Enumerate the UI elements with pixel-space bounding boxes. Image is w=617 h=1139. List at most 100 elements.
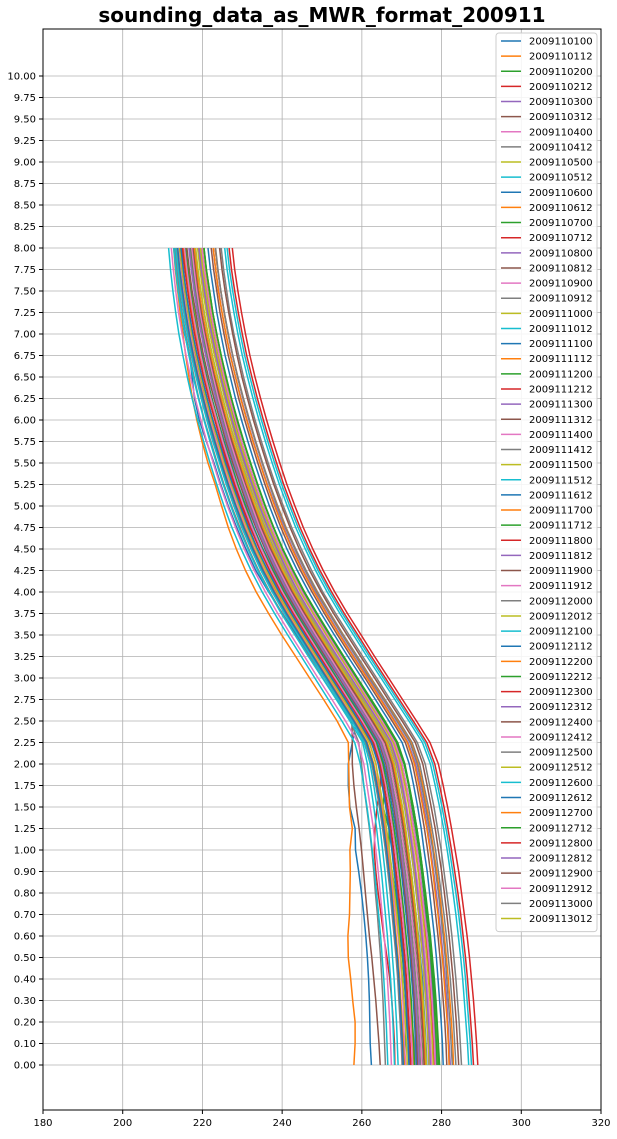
series-line-2009112612: [176, 247, 405, 1066]
series-line-2009112700: [212, 247, 450, 1066]
legend-label: 2009111900: [529, 566, 593, 577]
y-tick-label: 0.00: [14, 1061, 36, 1072]
series-line-2009111412: [188, 247, 422, 1066]
legend-label: 2009112000: [529, 596, 593, 607]
x-tick-label: 300: [512, 1118, 531, 1129]
legend-label: 2009110712: [529, 233, 593, 244]
legend-label: 2009111400: [529, 430, 593, 441]
legend-label: 2009110312: [529, 112, 593, 123]
y-tick-label: 6.50: [14, 373, 36, 384]
legend-label: 2009111500: [529, 460, 593, 471]
series-line-2009112300: [231, 247, 479, 1066]
legend-label: 2009111200: [529, 369, 593, 380]
legend-label: 2009110212: [529, 82, 593, 93]
legend-label: 2009110412: [529, 142, 593, 153]
y-tick-label: 2.50: [14, 717, 36, 728]
legend-label: 2009112700: [529, 808, 593, 819]
y-tick-label: 9.75: [14, 93, 36, 104]
y-tick-label: 10.00: [7, 72, 36, 83]
y-tick-label: 6.25: [14, 394, 36, 405]
series-line-2009111900: [192, 247, 425, 1066]
series-line-2009112900: [218, 247, 460, 1066]
series-line-2009112912: [190, 247, 423, 1066]
legend-label: 2009112012: [529, 611, 593, 622]
series-line-2009111512: [167, 247, 389, 1066]
legend-label: 2009112912: [529, 884, 593, 895]
series-lines: [167, 247, 479, 1066]
legend-label: 2009111412: [529, 445, 593, 456]
legend-label: 2009110112: [529, 52, 593, 63]
series-line-2009112500: [220, 247, 463, 1066]
series-line-2009111612: [180, 247, 410, 1066]
legend-label: 2009111112: [529, 354, 593, 365]
series-line-2009111912: [183, 247, 414, 1066]
series-line-2009111212: [181, 247, 412, 1066]
series-line-2009113012: [194, 247, 428, 1066]
legend-label: 2009111800: [529, 536, 593, 547]
legend-label: 2009112612: [529, 793, 593, 804]
y-tick-label: 0.40: [14, 975, 36, 986]
legend-label: 2009112100: [529, 627, 593, 638]
y-tick-label: 9.50: [14, 115, 36, 126]
legend-label: 2009110612: [529, 203, 593, 214]
y-tick-label: 6.75: [14, 351, 36, 362]
y-tick-label: 5.00: [14, 502, 36, 513]
y-tick-label: 0.60: [14, 932, 36, 943]
series-line-2009112112: [207, 247, 444, 1066]
series-line-2009111700: [193, 247, 427, 1066]
legend-label: 2009112500: [529, 748, 593, 759]
series-line-2009112412: [201, 247, 436, 1066]
legend-label: 2009112312: [529, 702, 593, 713]
y-tick-label: 0.80: [14, 889, 36, 900]
y-tick-label: 9.00: [14, 158, 36, 169]
legend-label: 2009112400: [529, 717, 593, 728]
y-tick-label: 0.20: [14, 1018, 36, 1029]
legend-label: 2009112112: [529, 642, 593, 653]
series-line-2009110512: [172, 247, 396, 1066]
legend-label: 2009110300: [529, 97, 593, 108]
series-line-2009111000: [178, 247, 409, 1066]
legend-label: 2009110100: [529, 37, 593, 48]
legend-label: 2009112800: [529, 838, 593, 849]
series-line-2009111812: [188, 247, 420, 1066]
y-axis-ticks: 0.00 0.10 0.20 0.30 0.40 0.50 0.60 0.70 0.80 0.90…: [7, 72, 43, 1072]
y-tick-label: 7.00: [14, 330, 36, 341]
y-tick-label: 6.00: [14, 416, 36, 427]
series-line-2009112400: [210, 247, 448, 1066]
y-tick-label: 0.10: [14, 1039, 36, 1050]
x-tick-label: 180: [33, 1118, 52, 1129]
y-tick-label: 2.25: [14, 738, 36, 749]
y-tick-label: 3.75: [14, 609, 36, 620]
y-tick-label: 1.75: [14, 781, 36, 792]
chart-title: sounding_data_as_MWR_format_200911: [98, 3, 545, 27]
legend-label: 2009110900: [529, 279, 593, 290]
y-tick-label: 2.00: [14, 760, 36, 771]
y-tick-label: 5.50: [14, 459, 36, 470]
legend-label: 2009110800: [529, 248, 593, 259]
y-tick-label: 1.25: [14, 824, 36, 835]
series-line-2009110900: [170, 247, 393, 1066]
legend-label: 2009110912: [529, 294, 593, 305]
legend-label: 2009111000: [529, 309, 593, 320]
series-line-2009112812: [198, 247, 432, 1066]
legend-label: 2009112900: [529, 869, 593, 880]
legend-label: 2009111712: [529, 521, 593, 532]
legend-label: 2009110812: [529, 263, 593, 274]
series-line-2009111712: [184, 247, 416, 1066]
y-tick-label: 0.50: [14, 953, 36, 964]
x-tick-label: 200: [113, 1118, 132, 1129]
legend-label: 2009111700: [529, 506, 593, 517]
series-line-2009111312: [186, 247, 419, 1066]
y-tick-label: 8.75: [14, 179, 36, 190]
series-line-2009112712: [203, 247, 438, 1066]
y-tick-label: 2.75: [14, 695, 36, 706]
legend-label: 2009113000: [529, 899, 593, 910]
y-tick-label: 9.25: [14, 136, 36, 147]
legend-label: 2009110500: [529, 158, 593, 169]
legend-label: 2009110400: [529, 127, 593, 138]
y-tick-label: 0.30: [14, 996, 36, 1007]
legend-label: 2009111012: [529, 324, 593, 335]
legend-label: 2009111512: [529, 475, 593, 486]
legend: 2009110100 2009110112 2009110200 2009110212…: [495, 32, 598, 933]
